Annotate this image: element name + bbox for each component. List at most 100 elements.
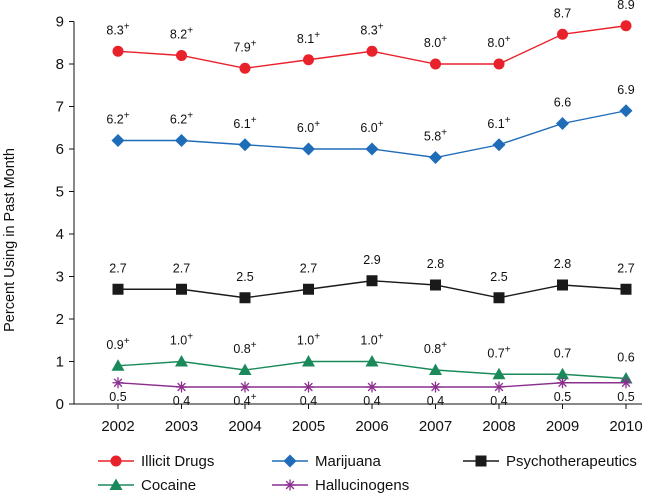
x-tick-label: 2007: [419, 418, 452, 435]
data-point-psychotherapeutics: [366, 275, 378, 287]
data-point-psychotherapeutics: [557, 279, 568, 291]
legend-item-psychotherapeutics: Psychotherapeutics: [463, 453, 637, 470]
y-tick-label: 8: [56, 56, 64, 73]
data-label-hallucinogens: 0.4+: [233, 392, 256, 408]
data-label-cocaine: 1.0+: [170, 332, 193, 348]
data-point-marijuana: [429, 151, 442, 164]
data-label-illicit-drugs: 7.9+: [233, 38, 256, 54]
data-point-psychotherapeutics: [112, 283, 124, 295]
x-tick-label: 2010: [609, 418, 642, 435]
data-label-marijuana: 6.0+: [297, 119, 320, 135]
data-label-hallucinogens: 0.5: [109, 390, 126, 404]
data-point-illicit-drugs: [430, 58, 441, 70]
data-point-illicit-drugs: [176, 50, 187, 61]
data-label-marijuana: 6.2+: [170, 111, 193, 127]
legend-item-cocaine: Cocaine: [98, 477, 196, 494]
data-label-marijuana: 6.6: [554, 96, 571, 110]
data-label-cocaine: 1.0+: [297, 332, 320, 348]
data-label-marijuana: 6.1+: [233, 115, 256, 131]
data-point-hallucinogens: [493, 381, 505, 393]
data-point-marijuana: [556, 117, 569, 130]
data-point-illicit-drugs: [239, 62, 251, 74]
y-tick-label: 0: [56, 396, 64, 413]
data-label-cocaine: 0.9+: [106, 336, 129, 352]
data-point-psychotherapeutics: [620, 283, 632, 295]
legend-marker-marijuana: [283, 454, 297, 468]
data-point-psychotherapeutics: [176, 283, 187, 295]
data-label-psychotherapeutics: 2.8: [554, 257, 571, 271]
data-label-illicit-drugs: 8.2+: [170, 26, 193, 42]
legend-item-hallucinogens: Hallucinogens: [272, 477, 409, 494]
x-tick-label: 2002: [101, 418, 134, 435]
y-tick-label: 7: [56, 99, 64, 116]
data-label-illicit-drugs: 8.3+: [106, 21, 129, 37]
x-tick-label: 2006: [355, 418, 388, 435]
data-label-illicit-drugs: 8.0+: [424, 34, 447, 50]
legend-item-illicit-drugs: Illicit Drugs: [98, 453, 214, 470]
legend-item-marijuana: Marijuana: [272, 453, 382, 470]
data-point-cocaine: [111, 359, 125, 371]
data-label-marijuana: 6.0+: [360, 119, 383, 135]
data-label-hallucinogens: 0.4: [173, 394, 190, 408]
x-tick-label: 2005: [292, 418, 325, 435]
series-cocaine: 0.9+ 1.0+ 0.8+ 1.0+ 1.0+ 0.8+ 0.7+ 0.7 0.6: [106, 332, 635, 384]
data-point-illicit-drugs: [620, 20, 632, 32]
data-point-marijuana: [619, 104, 633, 118]
y-tick-label: 9: [56, 14, 64, 31]
data-label-marijuana: 5.8+: [424, 128, 447, 144]
data-point-hallucinogens: [176, 381, 187, 393]
data-point-marijuana: [302, 142, 315, 156]
data-point-psychotherapeutics: [493, 292, 505, 304]
data-point-psychotherapeutics: [430, 279, 441, 291]
data-point-marijuana: [365, 142, 379, 156]
data-label-hallucinogens: 0.4: [300, 394, 317, 408]
data-label-hallucinogens: 0.4: [363, 394, 380, 408]
data-label-hallucinogens: 0.5: [617, 390, 634, 404]
series-illicit-drugs: 8.3+ 8.2+ 7.9+ 8.1+ 8.3+ 8.0+ 8.0+ 8.7 8.9: [106, 0, 635, 74]
data-label-illicit-drugs: 8.3+: [360, 21, 383, 37]
data-point-illicit-drugs: [493, 58, 505, 70]
data-label-psychotherapeutics: 2.7: [617, 261, 634, 275]
data-point-psychotherapeutics: [239, 292, 251, 304]
data-point-cocaine: [365, 355, 379, 367]
data-point-cocaine: [238, 363, 252, 375]
data-point-hallucinogens: [620, 377, 632, 389]
series-layer: 8.3+8.2+7.9+ 8.1+ 8.3+8.0+ 8.0+8.78.96.2+ 6.…: [106, 0, 634, 408]
y-tick-label: 3: [56, 269, 64, 286]
x-tick-label: 2008: [482, 418, 515, 435]
data-label-hallucinogens: 0.4: [427, 394, 444, 408]
data-label-psychotherapeutics: 2.7: [109, 261, 126, 275]
legend-marker-psychotherapeutics: [475, 455, 487, 467]
data-label-hallucinogens: 0.5: [554, 390, 571, 404]
data-point-marijuana: [175, 134, 188, 147]
y-tick-label: 4: [56, 226, 64, 243]
data-label-cocaine: 0.7+: [487, 344, 510, 360]
x-tick-label: 2009: [546, 418, 579, 435]
data-label-hallucinogens: 0.4: [490, 394, 507, 408]
y-tick-label: 2: [56, 311, 64, 328]
data-point-cocaine: [302, 355, 315, 367]
data-label-illicit-drugs: 8.9: [617, 0, 634, 12]
data-point-hallucinogens: [303, 381, 314, 393]
data-point-hallucinogens: [112, 377, 124, 389]
data-label-psychotherapeutics: 2.5: [236, 270, 253, 284]
series-hallucinogens: 0.5 0.4 0.4+ 0.4 0.4 0.4 0.4 0.5 0.5: [109, 377, 635, 408]
data-label-psychotherapeutics: 2.7: [300, 261, 317, 275]
y-tick-label: 6: [56, 141, 64, 158]
legend-marker-cocaine: [109, 478, 123, 490]
data-label-illicit-drugs: 8.7: [554, 6, 571, 20]
data-point-hallucinogens: [557, 377, 568, 389]
data-point-cocaine: [492, 367, 506, 380]
legend-label-cocaine: Cocaine: [141, 477, 196, 494]
data-point-cocaine: [429, 363, 442, 375]
data-label-cocaine: 0.8+: [233, 340, 256, 356]
data-point-illicit-drugs: [303, 54, 314, 66]
y-tick-label: 5: [56, 184, 64, 201]
legend-label-marijuana: Marijuana: [315, 453, 382, 470]
data-label-marijuana: 6.9: [617, 83, 634, 97]
data-point-cocaine: [556, 367, 569, 380]
data-label-illicit-drugs: 8.0+: [487, 34, 510, 50]
data-point-marijuana: [492, 138, 506, 152]
data-point-cocaine: [175, 355, 188, 367]
